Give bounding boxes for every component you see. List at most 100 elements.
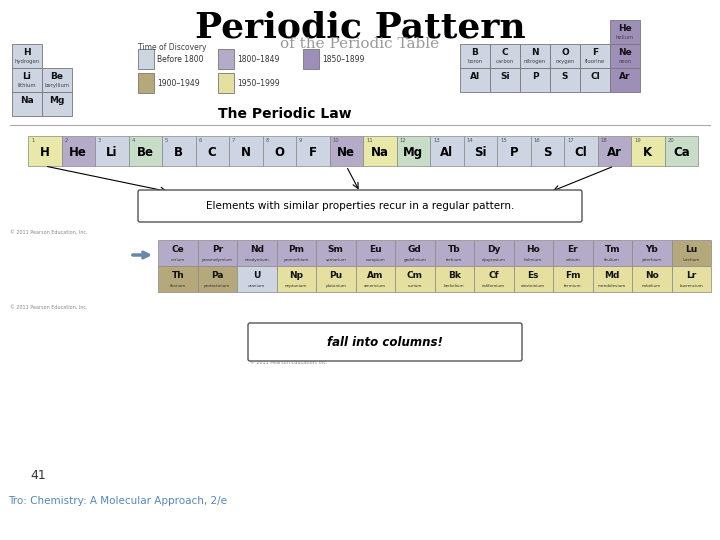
Text: Time of Discovery: Time of Discovery bbox=[138, 43, 207, 52]
FancyBboxPatch shape bbox=[330, 136, 363, 166]
Text: 7: 7 bbox=[232, 138, 235, 143]
Text: protactinium: protactinium bbox=[204, 284, 230, 288]
Text: © 2011 Pearson Education, Inc.: © 2011 Pearson Education, Inc. bbox=[250, 360, 328, 365]
Text: F: F bbox=[592, 48, 598, 57]
FancyBboxPatch shape bbox=[665, 136, 698, 166]
Text: Pa: Pa bbox=[211, 272, 223, 280]
Text: nobelium: nobelium bbox=[642, 284, 662, 288]
Text: neon: neon bbox=[618, 59, 631, 64]
Text: Periodic Pattern: Periodic Pattern bbox=[194, 10, 526, 44]
Text: Before 1800: Before 1800 bbox=[157, 55, 204, 64]
Text: fluorine: fluorine bbox=[585, 59, 605, 64]
FancyBboxPatch shape bbox=[610, 20, 640, 44]
Text: Dy: Dy bbox=[487, 245, 500, 254]
Text: californium: californium bbox=[482, 284, 505, 288]
FancyBboxPatch shape bbox=[490, 68, 520, 92]
Text: Na: Na bbox=[371, 146, 389, 159]
FancyBboxPatch shape bbox=[460, 44, 490, 68]
Text: Fm: Fm bbox=[565, 272, 580, 280]
Text: erbium: erbium bbox=[565, 258, 580, 262]
Text: O: O bbox=[561, 48, 569, 57]
FancyBboxPatch shape bbox=[138, 73, 154, 93]
FancyBboxPatch shape bbox=[218, 49, 234, 69]
FancyBboxPatch shape bbox=[316, 240, 356, 266]
Text: H: H bbox=[23, 48, 31, 57]
Text: lawrencium: lawrencium bbox=[679, 284, 703, 288]
FancyBboxPatch shape bbox=[397, 136, 430, 166]
FancyBboxPatch shape bbox=[553, 240, 593, 266]
Text: Gd: Gd bbox=[408, 245, 422, 254]
FancyBboxPatch shape bbox=[520, 44, 550, 68]
Text: Li: Li bbox=[106, 146, 117, 159]
Text: 9: 9 bbox=[299, 138, 302, 143]
Text: Be: Be bbox=[137, 146, 154, 159]
Text: 10: 10 bbox=[333, 138, 339, 143]
FancyBboxPatch shape bbox=[12, 68, 42, 92]
FancyBboxPatch shape bbox=[632, 266, 672, 292]
Text: 5: 5 bbox=[165, 138, 168, 143]
Text: mendelevium: mendelevium bbox=[598, 284, 626, 288]
FancyBboxPatch shape bbox=[158, 266, 197, 292]
FancyBboxPatch shape bbox=[42, 92, 72, 116]
Text: lithium: lithium bbox=[18, 83, 36, 88]
FancyBboxPatch shape bbox=[564, 136, 598, 166]
Text: H: H bbox=[40, 146, 50, 159]
FancyBboxPatch shape bbox=[316, 266, 356, 292]
Text: oxygen: oxygen bbox=[555, 59, 575, 64]
Text: Al: Al bbox=[470, 72, 480, 81]
Text: P: P bbox=[510, 146, 518, 159]
FancyBboxPatch shape bbox=[356, 266, 395, 292]
Text: gadolinium: gadolinium bbox=[403, 258, 426, 262]
Text: 3: 3 bbox=[98, 138, 102, 143]
FancyBboxPatch shape bbox=[229, 136, 263, 166]
FancyBboxPatch shape bbox=[138, 190, 582, 222]
Text: Cf: Cf bbox=[488, 272, 499, 280]
FancyBboxPatch shape bbox=[95, 136, 128, 166]
FancyBboxPatch shape bbox=[593, 240, 632, 266]
FancyBboxPatch shape bbox=[580, 44, 610, 68]
FancyBboxPatch shape bbox=[196, 136, 229, 166]
FancyBboxPatch shape bbox=[276, 266, 316, 292]
Text: Pm: Pm bbox=[288, 245, 305, 254]
Text: Tro: Chemistry: A Molecular Approach, 2/e: Tro: Chemistry: A Molecular Approach, 2/… bbox=[8, 496, 227, 506]
FancyBboxPatch shape bbox=[632, 240, 672, 266]
Text: cerium: cerium bbox=[171, 258, 185, 262]
Text: Ho: Ho bbox=[526, 245, 540, 254]
Text: 16: 16 bbox=[534, 138, 540, 143]
Text: Ne: Ne bbox=[618, 48, 632, 57]
Text: © 2011 Pearson Education, Inc.: © 2011 Pearson Education, Inc. bbox=[10, 230, 88, 235]
Text: fall into columns!: fall into columns! bbox=[327, 335, 443, 348]
FancyBboxPatch shape bbox=[162, 136, 196, 166]
Text: © 2011 Pearson Education, Inc.: © 2011 Pearson Education, Inc. bbox=[10, 305, 88, 310]
FancyBboxPatch shape bbox=[61, 136, 95, 166]
Text: berkelium: berkelium bbox=[444, 284, 464, 288]
Text: fermium: fermium bbox=[564, 284, 582, 288]
Text: C: C bbox=[502, 48, 508, 57]
FancyBboxPatch shape bbox=[672, 266, 711, 292]
Text: Cl: Cl bbox=[590, 72, 600, 81]
Text: 12: 12 bbox=[400, 138, 406, 143]
Text: Ca: Ca bbox=[673, 146, 690, 159]
FancyBboxPatch shape bbox=[550, 68, 580, 92]
Text: 17: 17 bbox=[567, 138, 574, 143]
Text: promethium: promethium bbox=[284, 258, 309, 262]
FancyBboxPatch shape bbox=[593, 266, 632, 292]
FancyBboxPatch shape bbox=[513, 240, 553, 266]
Text: Elements with similar properties recur in a regular pattern.: Elements with similar properties recur i… bbox=[206, 201, 514, 211]
Text: Ce: Ce bbox=[171, 245, 184, 254]
FancyBboxPatch shape bbox=[356, 240, 395, 266]
FancyBboxPatch shape bbox=[430, 136, 464, 166]
FancyBboxPatch shape bbox=[598, 136, 631, 166]
FancyBboxPatch shape bbox=[248, 323, 522, 361]
FancyBboxPatch shape bbox=[12, 44, 42, 68]
Text: The Periodic Law: The Periodic Law bbox=[218, 107, 352, 121]
Text: Si: Si bbox=[474, 146, 487, 159]
FancyBboxPatch shape bbox=[553, 266, 593, 292]
FancyBboxPatch shape bbox=[263, 136, 296, 166]
FancyBboxPatch shape bbox=[610, 44, 640, 68]
Text: europium: europium bbox=[365, 258, 385, 262]
Text: Mg: Mg bbox=[49, 96, 65, 105]
FancyBboxPatch shape bbox=[197, 266, 237, 292]
Text: curium: curium bbox=[408, 284, 422, 288]
Text: Er: Er bbox=[567, 245, 578, 254]
